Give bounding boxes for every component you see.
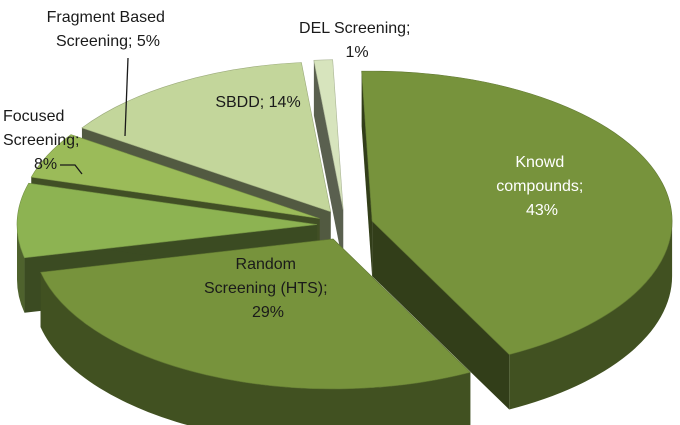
label-sbdd: SBDD; 14% bbox=[215, 94, 300, 111]
slice-top-random-screening bbox=[40, 238, 471, 390]
label-fragment-based-screening: Fragment Based Screening; 5% bbox=[47, 9, 170, 50]
slice-wall-random-screening-0 bbox=[40, 272, 471, 425]
slice-top-del-screening bbox=[313, 59, 344, 210]
label-del-screening: DEL Screening; 1% bbox=[299, 20, 415, 61]
slice-cut-face-knowd-compounds-0 bbox=[361, 71, 373, 277]
label-focused-screening: Focused Screening; 8% bbox=[3, 108, 84, 173]
label-knowd-line2: compounds; bbox=[496, 178, 583, 195]
label-focused-line3: 8% bbox=[34, 156, 57, 173]
slice-wall-knowd-compounds-0 bbox=[509, 221, 673, 410]
label-focused-line2: Screening; bbox=[3, 132, 80, 149]
label-knowd-compounds: Knowd compounds; 43% bbox=[496, 154, 588, 219]
label-knowd-line1: Knowd bbox=[515, 154, 564, 171]
label-focused-line1: Focused bbox=[3, 108, 64, 125]
slice-top-sbdd bbox=[81, 62, 332, 213]
label-sbdd-line1: SBDD; 14% bbox=[215, 94, 300, 111]
slice-random-screening bbox=[40, 238, 471, 425]
slice-sides bbox=[16, 59, 673, 425]
label-knowd-line3: 43% bbox=[526, 202, 558, 219]
label-del-line2: 1% bbox=[345, 44, 368, 61]
label-fragment-line1: Fragment Based bbox=[47, 9, 165, 26]
label-random-line1: Random bbox=[236, 256, 296, 273]
slice-top-knowd-compounds bbox=[361, 70, 673, 355]
leader-line-fragment bbox=[124, 57, 129, 137]
slice-top-focused-screening bbox=[16, 182, 318, 259]
leader-line-focused bbox=[60, 164, 83, 175]
slice-cut-face-knowd-compounds-1 bbox=[372, 221, 510, 410]
slice-cut-face-del-screening-0 bbox=[313, 60, 344, 265]
label-random-screening: Random Screening (HTS); 29% bbox=[204, 256, 332, 321]
slice-wall-focused-screening-0 bbox=[17, 224, 25, 313]
label-random-line2: Screening (HTS); bbox=[204, 280, 328, 297]
slice-top-fragment-based-screening bbox=[30, 134, 320, 219]
slice-del-screening bbox=[313, 59, 344, 265]
label-random-line3: 29% bbox=[252, 304, 284, 321]
label-del-line1: DEL Screening; bbox=[299, 20, 410, 37]
slice-knowd-compounds bbox=[361, 70, 673, 410]
label-fragment-line2: Screening; 5% bbox=[56, 33, 160, 50]
